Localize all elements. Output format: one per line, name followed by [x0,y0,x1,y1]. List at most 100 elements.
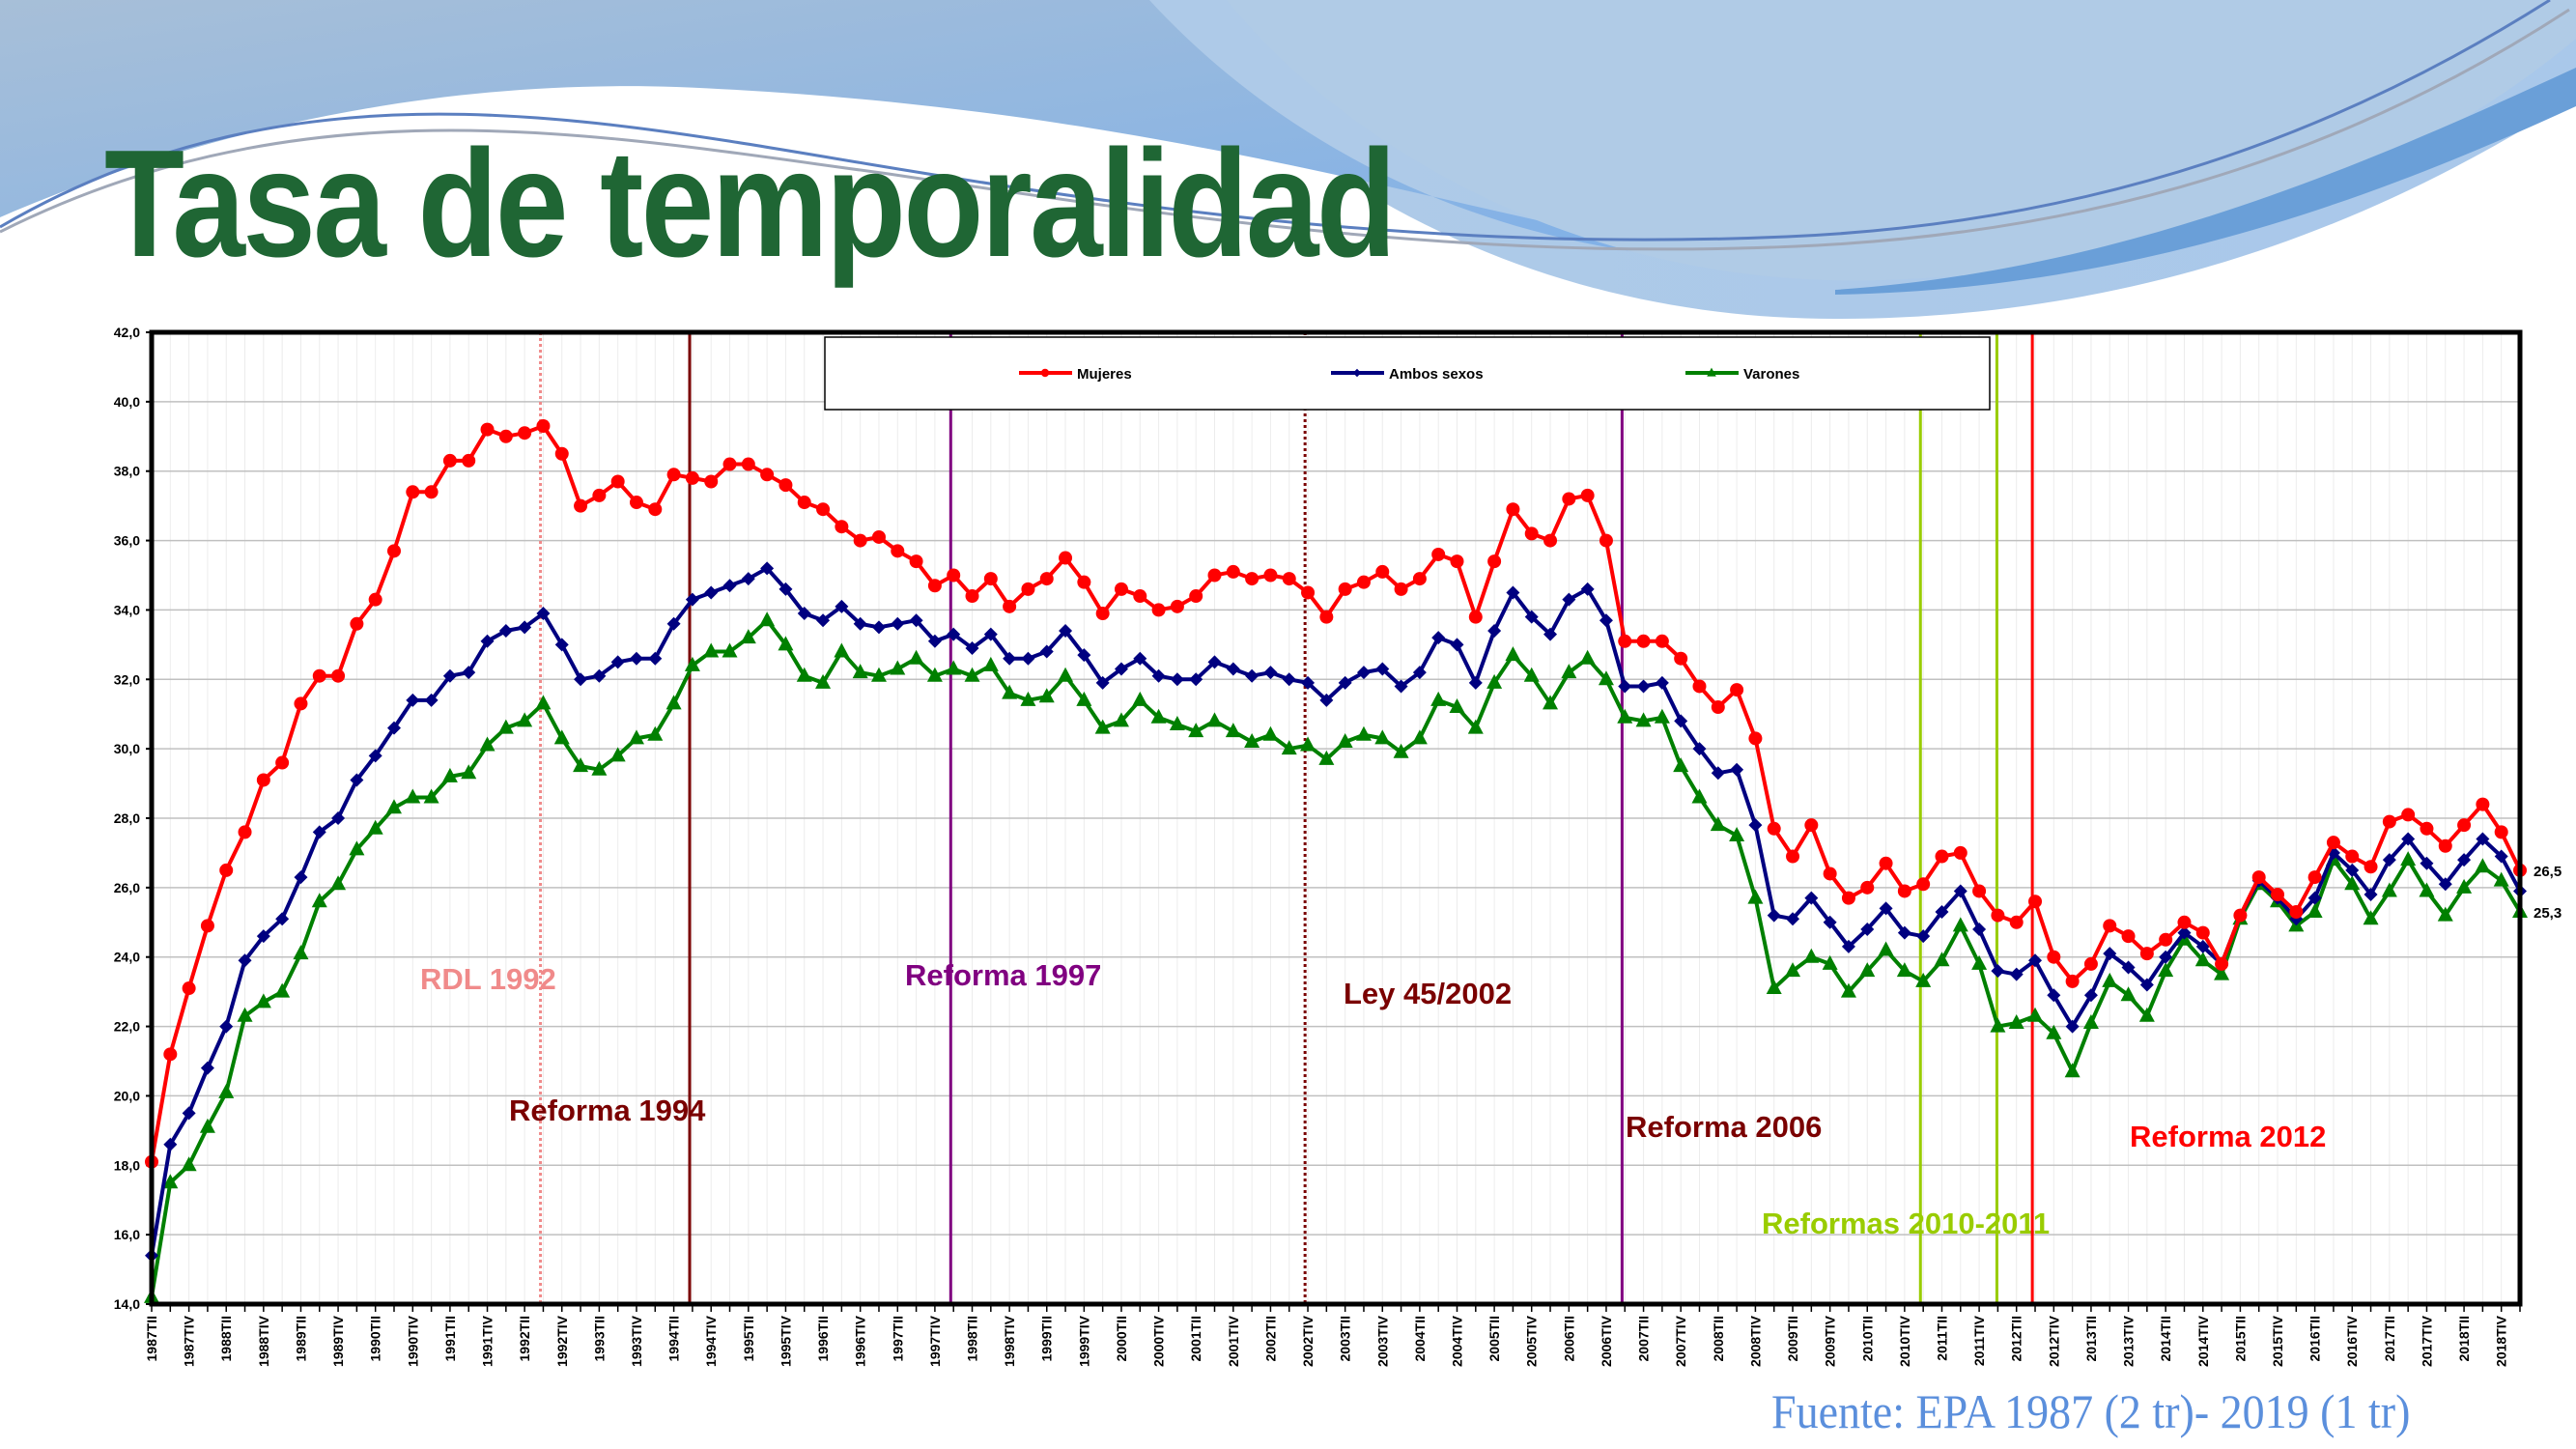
marker-triangle [964,667,980,682]
marker-triangle [1579,649,1596,665]
y-tick-label: 20,0 [114,1088,140,1103]
marker-triangle [1673,757,1689,773]
marker-triangle [1635,712,1652,727]
marker-circle [947,568,961,582]
marker-triangle [722,642,738,658]
legend-label: Mujeres [1077,366,1132,383]
marker-circle [2457,818,2472,833]
x-tick-label: 2014TII [2158,1316,2173,1361]
marker-triangle [946,660,962,675]
marker-circle [2047,950,2061,964]
x-tick-label: 1989TIV [330,1315,346,1367]
marker-circle [368,592,382,607]
marker-circle [1935,849,1949,864]
marker-diamond [1189,672,1203,687]
x-tick-label: 2003TII [1338,1316,1353,1361]
marker-triangle [1896,962,1912,978]
marker-circle [163,1047,178,1062]
x-tick-label: 1995TII [741,1316,756,1361]
marker-triangle [2437,906,2453,922]
x-tick-label: 1997TIV [927,1315,943,1367]
marker-triangle [1150,708,1167,724]
marker-diamond [2195,939,2210,953]
marker-triangle [385,799,402,814]
marker-diamond [1077,648,1091,663]
marker-triangle [1355,725,1372,741]
marker-diamond [2065,1019,2080,1034]
marker-circle [927,579,942,593]
marker-triangle [535,695,552,710]
marker-circle [1562,492,1576,506]
x-tick-label: 2002TII [1262,1316,1278,1361]
marker-triangle [1206,712,1223,727]
x-tick-label: 2011TIV [1971,1315,1987,1366]
marker-circle [424,485,439,499]
marker-circle [1356,575,1371,589]
marker-triangle [2400,851,2417,867]
marker-diamond [2457,853,2472,867]
marker-triangle [1505,646,1521,662]
marker-triangle [1169,715,1185,730]
y-tick-label: 18,0 [114,1157,140,1173]
marker-circle [1039,572,1054,586]
marker-circle [294,696,308,711]
marker-diamond [983,627,998,641]
marker-circle [2195,925,2210,940]
marker-circle [574,498,588,513]
marker-diamond [2103,947,2117,961]
marker-diamond [1356,666,1371,680]
marker-diamond [1674,714,1688,728]
marker-triangle [1598,670,1614,686]
marker-diamond [368,749,382,763]
page-title: Tasa de temporalidad [104,119,1397,289]
marker-circle [1301,585,1316,600]
marker-circle [1524,526,1539,541]
x-tick-label: 2004TII [1412,1316,1428,1361]
marker-circle [1375,564,1390,579]
marker-circle [1786,849,1800,864]
marker-diamond [1338,675,1352,690]
marker-triangle [1934,952,1950,967]
marker-diamond [704,585,719,600]
marker-triangle [1188,723,1204,738]
marker-circle [200,919,214,933]
marker-circle [1450,554,1464,569]
marker-triangle [2138,1007,2155,1022]
marker-diamond [1506,585,1520,600]
marker-circle [2326,836,2340,850]
marker-circle [536,419,551,434]
marker-diamond [1301,675,1316,690]
marker-triangle [908,649,924,665]
marker-circle [480,422,495,437]
marker-diamond [778,582,793,596]
header-wave-decoration [0,0,2576,319]
marker-diamond [219,1019,234,1034]
marker-circle [2121,929,2136,944]
marker-triangle [405,788,421,804]
marker-circle [1263,568,1278,582]
marker-circle [610,474,625,489]
marker-circle [1748,731,1763,746]
marker-triangle [1486,673,1503,689]
annotations: RDL 1992 Reforma 1994 Reforma 1997 Ley 45/2… [420,332,2326,1304]
marker-circle [182,981,196,996]
marker-triangle [1654,708,1670,724]
marker-triangle [1747,889,1764,904]
marker-diamond [891,616,905,631]
marker-diamond [1095,675,1110,690]
reform-label: Ley 45/2002 [1344,977,1512,1010]
marker-diamond [1580,582,1595,596]
x-tick-label: 1994TIV [703,1315,719,1367]
marker-triangle [1729,826,1745,841]
marker-circle [666,468,681,482]
marker-triangle [367,819,383,835]
marker-circle [2364,860,2378,874]
marker-diamond [1226,662,1240,676]
marker-circle [2420,821,2434,836]
marker-circle [704,474,719,489]
marker-triangle [1244,732,1260,748]
marker-triangle [2419,882,2435,897]
marker-diamond [1841,939,1855,953]
x-tick-label: 1993TIV [629,1315,644,1367]
